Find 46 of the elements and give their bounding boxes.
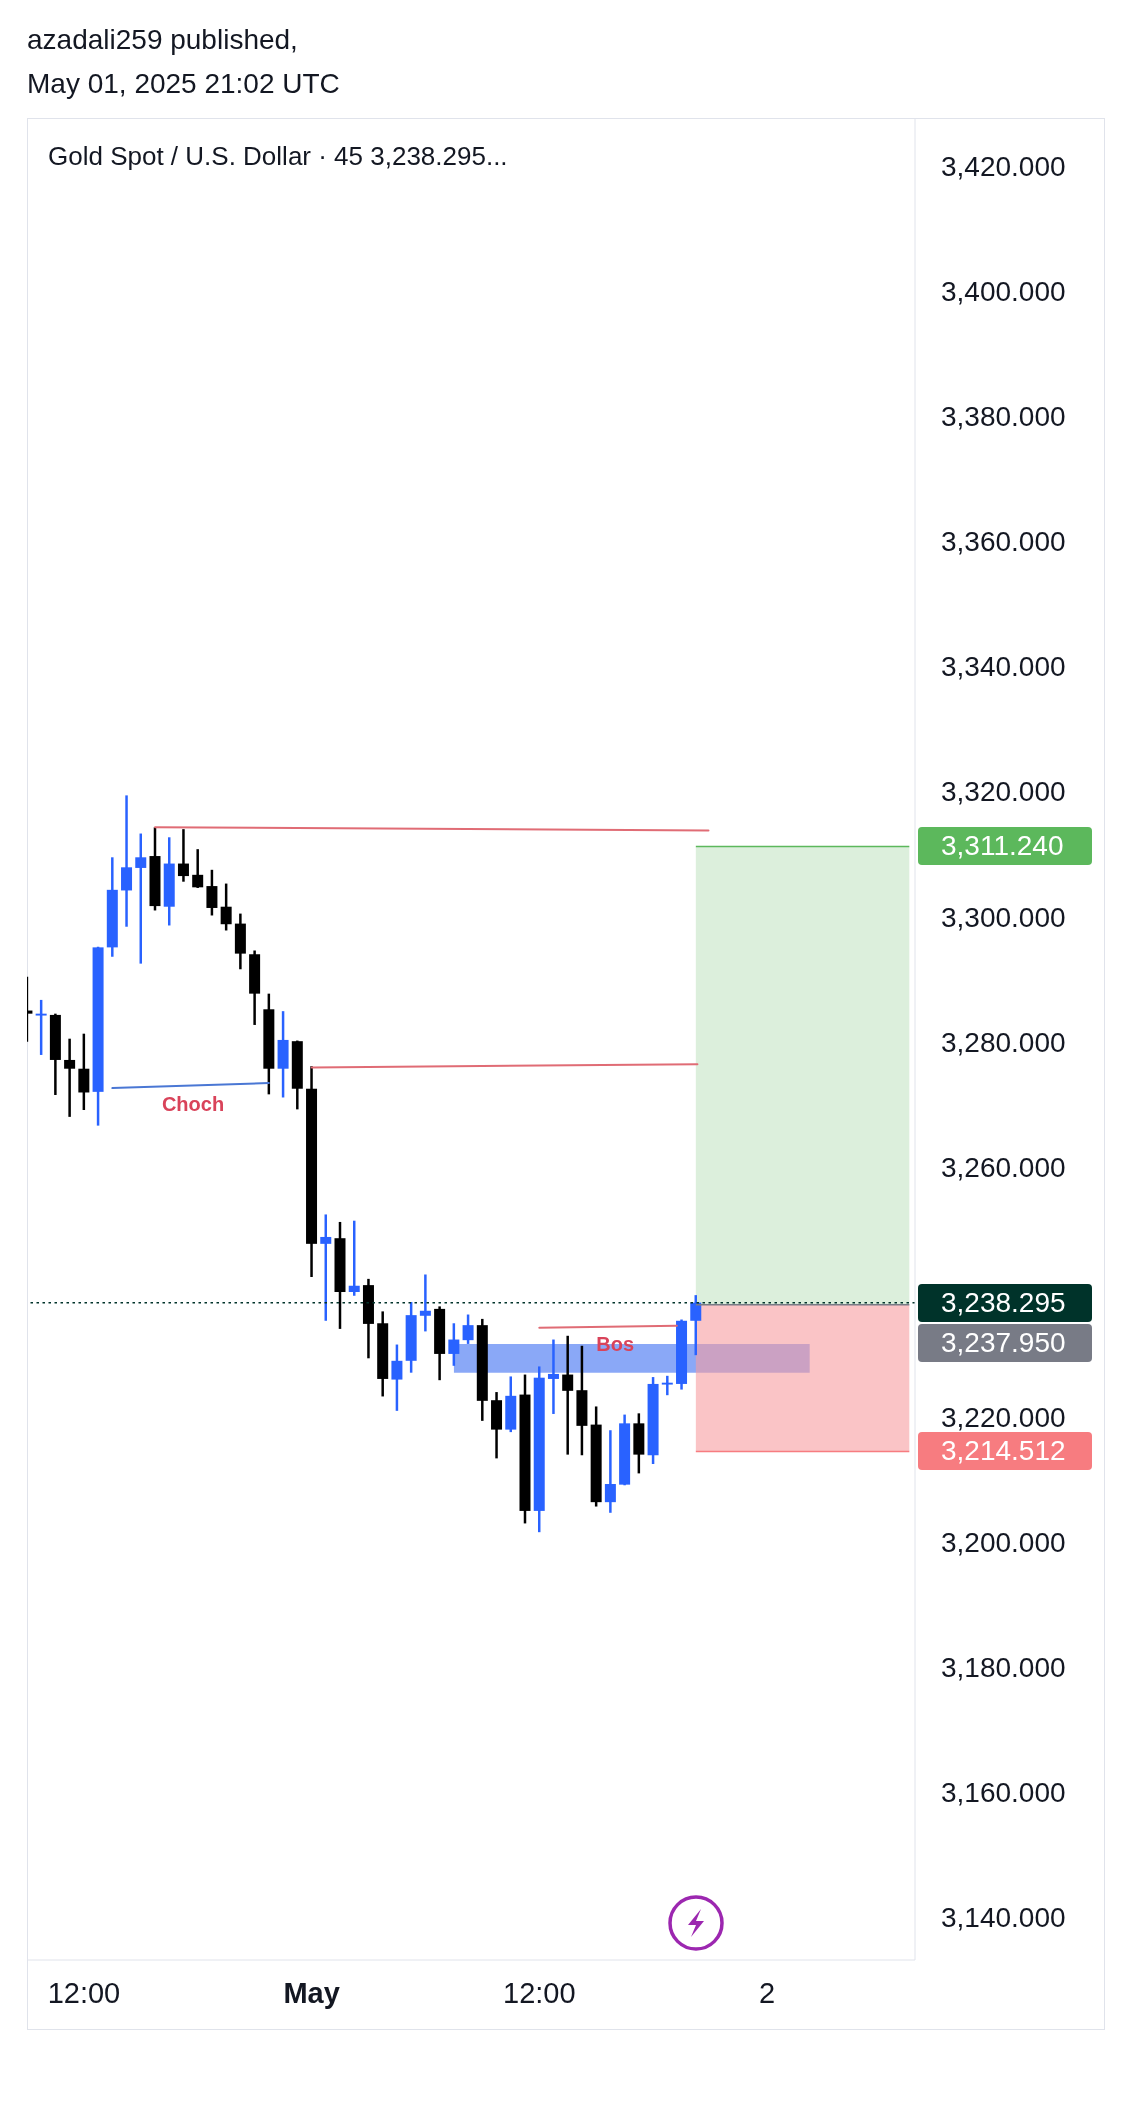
candlestick <box>192 847 204 890</box>
y-tick-label: 3,320.000 <box>941 776 1066 808</box>
candlestick <box>320 1213 332 1323</box>
y-tick-label: 3,160.000 <box>941 1777 1066 1809</box>
candlestick <box>35 998 47 1057</box>
candlestick <box>462 1313 474 1346</box>
x-tick-label: May <box>283 1976 340 2009</box>
candlestick <box>121 794 133 928</box>
y-tick-label: 3,280.000 <box>941 1026 1066 1058</box>
y-tick-label: 3,360.000 <box>941 526 1066 558</box>
ref-line-label: 3,214.512 <box>918 1432 1092 1471</box>
y-tick-label: 3,220.000 <box>941 1401 1066 1433</box>
y-tick-label: 3,260.000 <box>941 1151 1066 1183</box>
text: azadali259 published, <box>27 23 298 57</box>
y-tick-label: 3,420.000 <box>941 150 1066 182</box>
x-tick-label: 2 <box>758 1976 776 2009</box>
candlestick <box>690 1293 702 1357</box>
candlestick <box>419 1273 431 1333</box>
ref-line-label: 3,238.295 <box>918 1283 1092 1322</box>
y-tick-label: 3,140.000 <box>941 1902 1066 1934</box>
candlestick <box>562 1334 574 1456</box>
candlestick <box>547 1338 559 1416</box>
candlestick <box>135 832 147 965</box>
candlestick <box>78 1032 90 1112</box>
candlestick <box>448 1322 460 1368</box>
candlestick <box>348 1219 360 1297</box>
x-tick-label: 12:00 <box>47 1976 121 2009</box>
candlestick <box>391 1343 403 1413</box>
ref-line-label: 3,237.950 <box>918 1323 1092 1362</box>
candlestick <box>206 868 218 917</box>
y-tick-label: 3,200.000 <box>941 1526 1066 1558</box>
candlestick <box>604 1428 616 1515</box>
y-tick-label: 3,180.000 <box>941 1652 1066 1684</box>
candlestick <box>64 1037 76 1119</box>
text: Gold Spot / U.S. Dollar · 45 3,238.295... <box>48 140 508 172</box>
y-tick-label: 3,380.000 <box>941 401 1066 433</box>
y-tick-label: 3,400.000 <box>941 276 1066 308</box>
x-tick-label: 12:00 <box>503 1976 576 2009</box>
annotation: Choch <box>160 1091 226 1117</box>
ref-line-label: 3,311.240 <box>918 827 1092 866</box>
text: May 01, 2025 21:02 UTC <box>27 67 340 101</box>
candlestick <box>661 1374 673 1397</box>
y-tick-label: 3,300.000 <box>941 901 1066 933</box>
candlestick <box>220 882 232 932</box>
candlestick <box>177 827 189 883</box>
y-tick-label: 3,340.000 <box>941 651 1066 683</box>
